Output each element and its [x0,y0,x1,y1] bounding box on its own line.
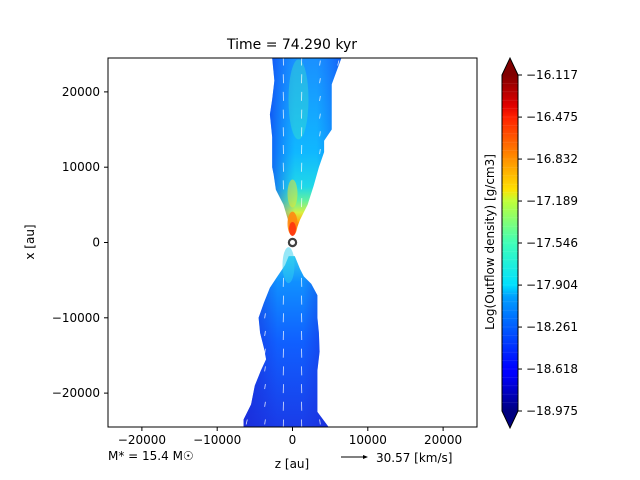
x-tick-label: 0 [289,433,297,447]
velocity-arrow [264,348,266,354]
colorbar-tick-label: −17.189 [526,194,578,208]
y-tick-label: −20000 [52,386,100,400]
x-tick-label: −20000 [118,433,166,447]
velocity-arrow [319,78,321,84]
y-tick-label: −10000 [52,311,100,325]
colorbar-extend-top [502,58,518,75]
jet-core-yellow [287,179,298,208]
velocity-arrow [264,330,266,337]
velocity-arrow [264,401,266,407]
velocity-arrow [337,60,340,66]
y-axis-ticks: 20000 10000 0 −10000 −20000 [52,85,108,400]
velocity-arrow [264,419,266,425]
velocity-arrow [319,95,321,101]
y-tick-label: 0 [92,236,100,250]
colorbar-label: Log(Outflow density) [g/cm3] [483,154,497,330]
colorbar-extend-bottom [502,411,518,428]
velocity-key: 30.57 [km/s] [341,451,452,465]
jet-lower-glow [282,247,295,284]
colorbar-tick-label: −17.546 [526,236,578,250]
velocity-arrow [319,131,321,137]
colorbar: −16.117 −16.475 −16.832 −17.189 −17.546 −17.9… [483,56,578,430]
colorbar-tick-label: −18.975 [526,404,578,418]
x-axis-ticks: −20000 −10000 0 10000 20000 [118,427,462,447]
chart-title: Time = 74.290 kyr [226,37,357,53]
colorbar-tick-label: −16.475 [526,110,578,124]
velocity-arrow [319,419,321,425]
velocity-arrow [245,419,248,425]
x-tick-label: 10000 [349,433,387,447]
colorbar-tick-label: −18.618 [526,362,578,376]
outflow-lower-lobe-shade [243,256,329,427]
colorbar-tick-label: −16.117 [526,68,578,82]
velocity-vectors [245,58,340,427]
velocity-arrow [264,366,266,372]
colorbar-gradient [502,75,518,411]
velocity-arrow [319,113,321,119]
velocity-key-label: 30.57 [km/s] [376,451,452,465]
x-tick-label: −10000 [193,433,241,447]
colorbar-tick-label: −16.832 [526,152,578,166]
colorbar-tick-label: −17.904 [526,278,578,292]
velocity-arrow [264,313,266,319]
jet-upper-glow [288,59,309,140]
velocity-arrow [319,60,321,66]
plot-area [243,58,342,427]
y-tick-label: 20000 [62,85,100,99]
colorbar-ticks: −16.117 −16.475 −16.832 −17.189 −17.546 −17.9… [518,68,578,418]
colorbar-tick-label: −18.261 [526,320,578,334]
velocity-arrow [264,384,266,390]
stellar-mass-label: M* = 15.4 M☉ [108,449,194,463]
y-axis-label: x [au] [23,224,37,259]
star-marker [287,237,298,248]
outflow-upper-lobe-shade [269,58,342,230]
colorbar-bands [502,83,518,403]
x-tick-label: 20000 [424,433,462,447]
y-tick-label: 10000 [62,160,100,174]
jet-core-red [289,221,296,236]
velocity-key-arrowhead [363,455,368,459]
velocity-arrow [319,148,321,155]
x-axis-label: z [au] [275,457,309,471]
